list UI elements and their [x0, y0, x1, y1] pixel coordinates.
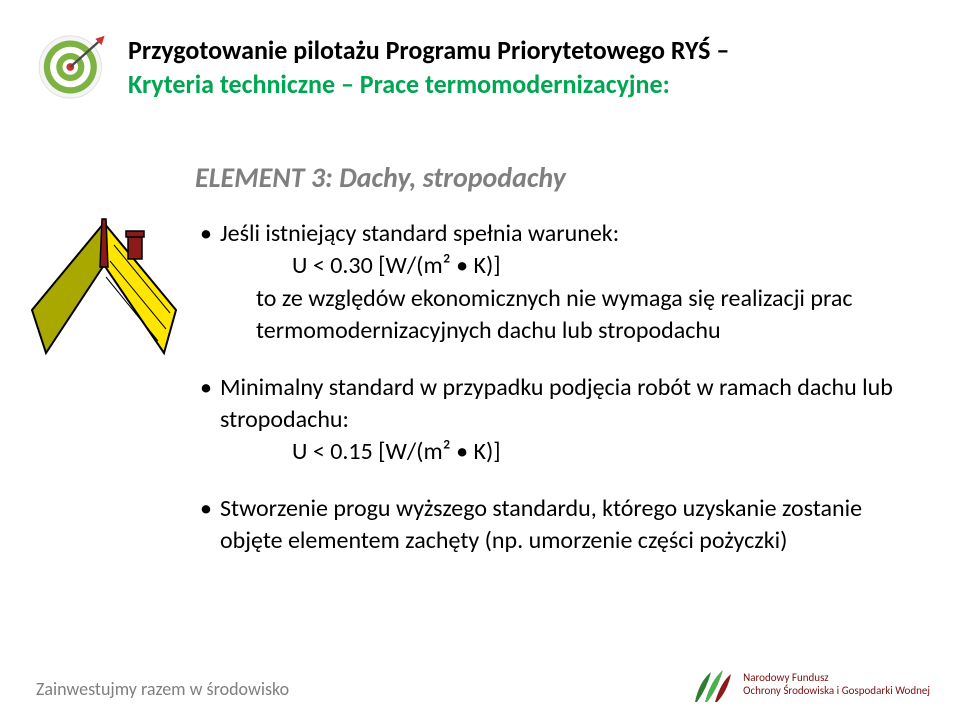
bullet-list: Jeśli istniejący standard spełnia warune…: [200, 218, 900, 582]
target-icon: [36, 28, 114, 106]
bullet-1: Jeśli istniejący standard spełnia warune…: [200, 218, 900, 348]
leaf-logo-icon: [689, 662, 735, 708]
title-line1: Przygotowanie pilotażu Programu Prioryte…: [128, 34, 920, 66]
bullet-3: Stworzenie progu wyższego standardu, któ…: [200, 493, 900, 558]
logo-line2: Ochrony Środowiska i Gospodarki Wodnej: [743, 685, 930, 698]
logo-text: Narodowy Fundusz Ochrony Środowiska i Go…: [743, 672, 930, 697]
bullet-2-text: Minimalny standard w przypadku podjęcia …: [220, 373, 893, 434]
bullet-2: Minimalny standard w przypadku podjęcia …: [200, 372, 900, 469]
roof-icon: [24, 205, 184, 365]
bullet-1-sub: U < 0.30 [W/(m² • K)]: [220, 250, 900, 282]
org-logo: Narodowy Fundusz Ochrony Środowiska i Go…: [689, 662, 930, 708]
bullet-1-text: Jeśli istniejący standard spełnia warune…: [220, 219, 619, 248]
bullet-2-sub: U < 0.15 [W/(m² • K)]: [220, 436, 900, 468]
slide-header: Przygotowanie pilotażu Programu Prioryte…: [128, 34, 920, 100]
title-line2: Kryteria techniczne – Prace termomoderni…: [128, 68, 920, 100]
bullet-1-cont: to ze względów ekonomicznych nie wymaga …: [220, 283, 900, 348]
section-title: ELEMENT 3: Dachy, stropodachy: [195, 160, 566, 195]
footer-text: Zainwestujmy razem w środowisko: [36, 678, 289, 700]
bullet-3-text: Stworzenie progu wyższego standardu, któ…: [220, 494, 862, 555]
